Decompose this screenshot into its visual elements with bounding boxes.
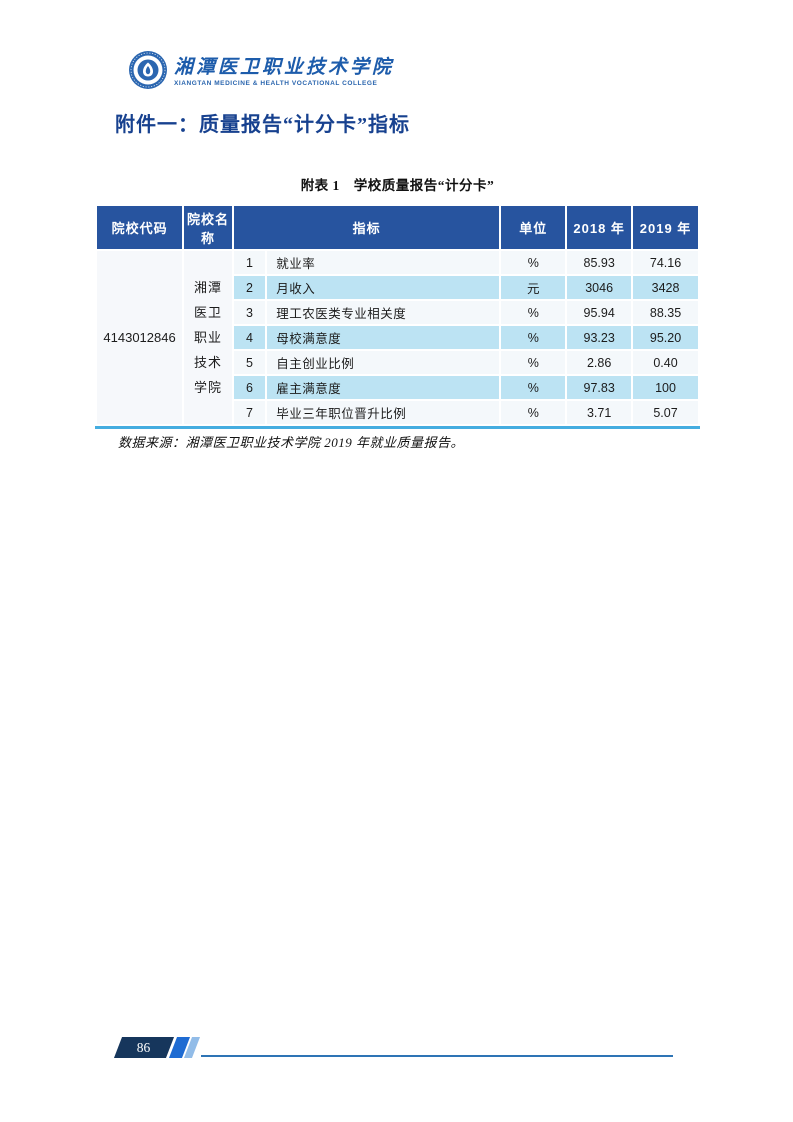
header-2018: 2018 年 xyxy=(567,206,632,249)
value-2019-cell: 0.40 xyxy=(633,351,698,374)
page-number: 86 xyxy=(137,1039,151,1055)
unit-cell: % xyxy=(501,301,566,324)
header-indicator: 指标 xyxy=(233,206,500,249)
header-college-code: 院校代码 xyxy=(97,206,183,249)
indicator-cell: 月收入 xyxy=(267,276,500,299)
indicator-cell: 毕业三年职位晋升比例 xyxy=(267,401,500,424)
scorecard-table: 院校代码 院校名称 指标 单位 2018 年 2019 年 4143012846… xyxy=(95,204,700,429)
unit-cell: % xyxy=(501,326,566,349)
table-row: 5 自主创业比例% 2.86 0.40 xyxy=(97,351,698,374)
row-number-cell: 7 xyxy=(233,401,266,424)
unit-cell: % xyxy=(501,251,566,274)
header-college-name: 院校名称 xyxy=(184,206,232,249)
value-2018-cell: 93.23 xyxy=(567,326,632,349)
college-seal-icon xyxy=(128,50,168,95)
page-number-badge: 86 xyxy=(113,1037,175,1058)
value-2019-cell: 5.07 xyxy=(633,401,698,424)
value-2018-cell: 3046 xyxy=(567,276,632,299)
value-2018-cell: 97.83 xyxy=(567,376,632,399)
table-bottom-border xyxy=(95,426,700,429)
row-number-cell: 1 xyxy=(233,251,266,274)
table-row: 4 母校满意度% 93.23 95.20 xyxy=(97,326,698,349)
row-number-cell: 5 xyxy=(233,351,266,374)
indicator-cell: 雇主满意度 xyxy=(267,376,500,399)
header-unit: 单位 xyxy=(501,206,566,249)
page-title: 附件一：质量报告“计分卡”指标 xyxy=(115,114,410,136)
data-source-note: 数据来源：湘潭医卫职业技术学院 2019 年就业质量报告。 xyxy=(118,435,465,450)
college-name-cell: 湘潭 医卫 职业 技术 学院 xyxy=(184,251,232,424)
college-logo: 湘潭医卫职业技术学院 XIANGTAN MEDICINE & HEALTH VO… xyxy=(128,50,394,95)
unit-cell: % xyxy=(501,401,566,424)
row-number-cell: 2 xyxy=(233,276,266,299)
value-2018-cell: 2.86 xyxy=(567,351,632,374)
value-2019-cell: 100 xyxy=(633,376,698,399)
footer-rule xyxy=(201,1055,673,1057)
row-number-cell: 3 xyxy=(233,301,266,324)
unit-cell: % xyxy=(501,351,566,374)
table-row: 4143012846 湘潭 医卫 职业 技术 学院 1 就业率% 85.93 74.16 xyxy=(97,251,698,424)
indicator-cell: 就业率 xyxy=(267,251,500,274)
indicator-cell: 理工农医类专业相关度 xyxy=(267,301,500,324)
value-2019-cell: 74.16 xyxy=(633,251,698,274)
table-header-row: 院校代码 院校名称 指标 单位 2018 年 2019 年 xyxy=(97,206,698,249)
value-2018-cell: 3.71 xyxy=(567,401,632,424)
indicator-cell: 自主创业比例 xyxy=(267,351,500,374)
row-number-cell: 4 xyxy=(233,326,266,349)
table-row: 2 月收入元 3046 3428 xyxy=(97,276,698,299)
value-2019-cell: 88.35 xyxy=(633,301,698,324)
indicator-cell: 母校满意度 xyxy=(267,326,500,349)
unit-cell: % xyxy=(501,376,566,399)
college-name-zh: 湘潭医卫职业技术学院 xyxy=(174,56,395,78)
value-2018-cell: 85.93 xyxy=(567,251,632,274)
value-2018-cell: 95.94 xyxy=(567,301,632,324)
table-row: 6 雇主满意度% 97.83 100 xyxy=(97,376,698,399)
unit-cell: 元 xyxy=(501,276,566,299)
row-number-cell: 6 xyxy=(233,376,266,399)
header-2019: 2019 年 xyxy=(633,206,698,249)
value-2019-cell: 95.20 xyxy=(633,326,698,349)
page-footer: 86 xyxy=(0,1037,793,1059)
college-code-cell: 4143012846 xyxy=(97,251,183,424)
table-body: 4143012846 湘潭 医卫 职业 技术 学院 1 就业率% 85.93 74.16 2… xyxy=(97,251,698,424)
college-name-en: XIANGTAN MEDICINE & HEALTH VOCATIONAL CO… xyxy=(174,80,378,88)
table-row: 3 理工农医类专业相关度% 95.94 88.35 xyxy=(97,301,698,324)
table-caption: 附表 1 学校质量报告“计分卡” xyxy=(300,178,495,193)
table-row: 7 毕业三年职位晋升比例% 3.71 5.07 xyxy=(97,401,698,424)
value-2019-cell: 3428 xyxy=(633,276,698,299)
